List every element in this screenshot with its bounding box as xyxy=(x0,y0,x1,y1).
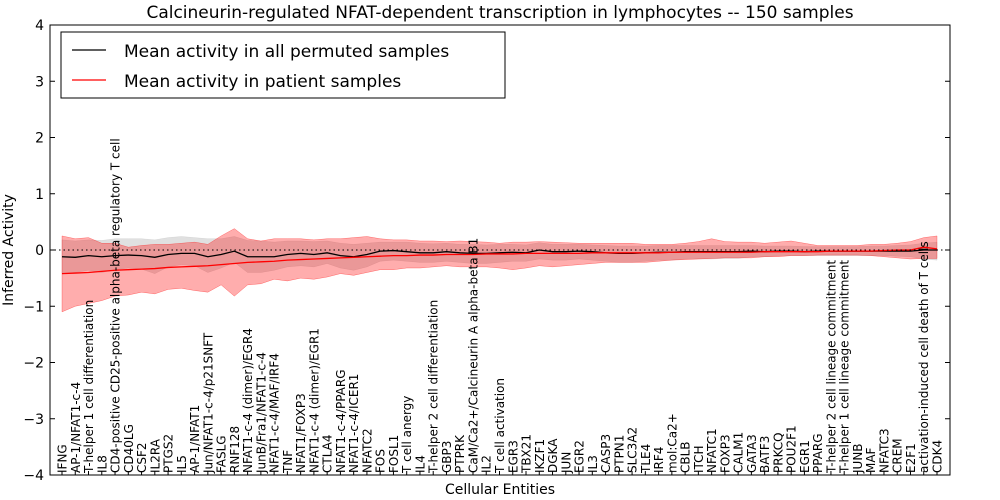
category-label: IL4 xyxy=(413,455,427,473)
y-tick-label: 2 xyxy=(35,131,44,147)
category-label: CD4-positive CD25-positive alpha-beta re… xyxy=(109,138,123,473)
category-label: RNF128 xyxy=(228,426,242,473)
category-label: NFATC3 xyxy=(877,428,891,473)
category-label: NFAT1/FOXP3 xyxy=(294,393,308,473)
legend-box xyxy=(60,31,506,99)
category-label: IL8 xyxy=(95,455,109,473)
series-line-patient xyxy=(61,246,938,275)
y-axis-label: Inferred Activity xyxy=(1,194,17,306)
category-label: DGKA xyxy=(546,438,560,473)
y-axis: −4 −3 −2 −1 0 1 2 3 4 xyxy=(23,18,950,484)
category-label: CREM xyxy=(891,438,905,473)
category-label: CSF2 xyxy=(135,442,149,473)
category-label: IL5 xyxy=(175,455,189,473)
category-label: POU2F1 xyxy=(785,425,799,473)
y-tick-label: −2 xyxy=(23,356,44,372)
category-label: T cell activation xyxy=(493,378,507,474)
category-label: CaM/Ca2+/Calcineurin A alpha-beta B1 xyxy=(466,238,480,473)
category-label: IL3 xyxy=(586,455,600,473)
legend-label-patient: Mean activity in patient samples xyxy=(124,72,401,92)
category-label: EGR1 xyxy=(798,440,812,473)
category-label: Jun/NFAT1-c-4/p21SNFT xyxy=(201,332,215,474)
category-label: TLE4 xyxy=(639,444,653,474)
category-label: mol:Ca2+ xyxy=(665,413,679,473)
category-label: CBLB xyxy=(679,441,693,473)
category-label: CD40LG xyxy=(122,424,136,473)
category-label: PRKCQ xyxy=(771,432,785,473)
category-label: IFNG xyxy=(56,444,70,473)
category-label: PPARG xyxy=(811,433,825,473)
y-tick-label: −3 xyxy=(23,412,44,428)
category-label: IKZF1 xyxy=(533,439,547,473)
category-label: CDK4 xyxy=(931,440,945,473)
category-label: CALM1 xyxy=(732,432,746,473)
category-label: NFAT1-c-4/MAF/IRF4 xyxy=(268,353,282,473)
y-tick-label: 0 xyxy=(35,243,44,259)
y-tick-label: −4 xyxy=(23,468,44,484)
y-tick-label: 4 xyxy=(35,18,44,34)
category-label: T-helper 1 cell differentiation xyxy=(82,300,96,474)
category-labels: IFNG AP-1/NFAT1-c-4 T-helper 1 cell differ… xyxy=(56,138,945,475)
category-label: JunB/Fra1/NFAT1-c-4 xyxy=(254,352,268,474)
chart-title: Calcineurin-regulated NFAT-dependent tra… xyxy=(146,3,853,23)
category-label: BATF3 xyxy=(758,436,772,473)
category-label: NFATC2 xyxy=(360,428,374,473)
x-axis-label: Cellular Entities xyxy=(445,482,555,498)
category-label: JUNB xyxy=(851,443,865,474)
category-label: E2F1 xyxy=(904,443,918,473)
category-label: FOS xyxy=(374,449,388,473)
series-lines xyxy=(61,246,938,275)
category-label: IL2RA xyxy=(148,438,162,473)
category-label: AP-1/NFAT1-c-4 xyxy=(69,382,83,473)
category-label: EGR3 xyxy=(506,440,520,473)
confidence-bands xyxy=(61,228,938,313)
y-tick-label: 1 xyxy=(35,187,44,203)
category-label: IL2 xyxy=(480,455,494,473)
category-label: T-helper 2 cell lineage commitment xyxy=(824,260,838,474)
legend-label-permuted: Mean activity in all permuted samples xyxy=(124,42,449,62)
y-tick-label: 3 xyxy=(35,74,44,90)
category-label: FOXP3 xyxy=(718,434,732,473)
category-label: CASP3 xyxy=(599,434,613,473)
category-label: NFAT1-c-4/PPARG xyxy=(334,369,348,473)
category-label: EGR2 xyxy=(573,440,587,473)
category-label: activation-induced cell death of T cells xyxy=(917,241,931,473)
category-label: TBX21 xyxy=(520,434,534,474)
category-label: NFATC1 xyxy=(705,428,719,473)
category-label: MAF xyxy=(864,447,878,473)
y-tick-label: −1 xyxy=(23,299,44,315)
category-label: FASLG xyxy=(215,435,229,473)
category-label: TNF xyxy=(281,450,295,474)
category-label: PTGS2 xyxy=(162,434,176,473)
category-label: GBP3 xyxy=(440,441,454,473)
category-label: NFAT1-c-4 (dimer)/EGR4 xyxy=(241,328,255,473)
category-label: ITCH xyxy=(692,445,706,473)
category-label: NFAT1-c-4 (dimer)/EGR1 xyxy=(307,328,321,473)
category-label: NFAT1-c-4/ICER1 xyxy=(347,374,361,473)
category-label: T cell anergy xyxy=(400,396,414,474)
category-label: CTLA4 xyxy=(321,434,335,473)
category-label: SLC3A2 xyxy=(626,427,640,473)
category-label: IRF4 xyxy=(652,447,666,473)
band-permuted xyxy=(61,236,938,274)
band-patient xyxy=(61,228,938,313)
category-label: AP-1/NFAT1 xyxy=(188,405,202,473)
legend: Mean activity in all permuted samples Me… xyxy=(60,31,506,99)
category-label: PTPRK xyxy=(453,434,467,473)
category-label: T-helper 1 cell lineage commitment xyxy=(838,260,852,474)
category-label: FOSL1 xyxy=(387,435,401,473)
category-label: T-helper 2 cell differentiation xyxy=(427,300,441,474)
category-label: PTPN1 xyxy=(612,435,626,473)
category-label: JUN xyxy=(559,452,573,474)
category-label: GATA3 xyxy=(745,434,759,473)
